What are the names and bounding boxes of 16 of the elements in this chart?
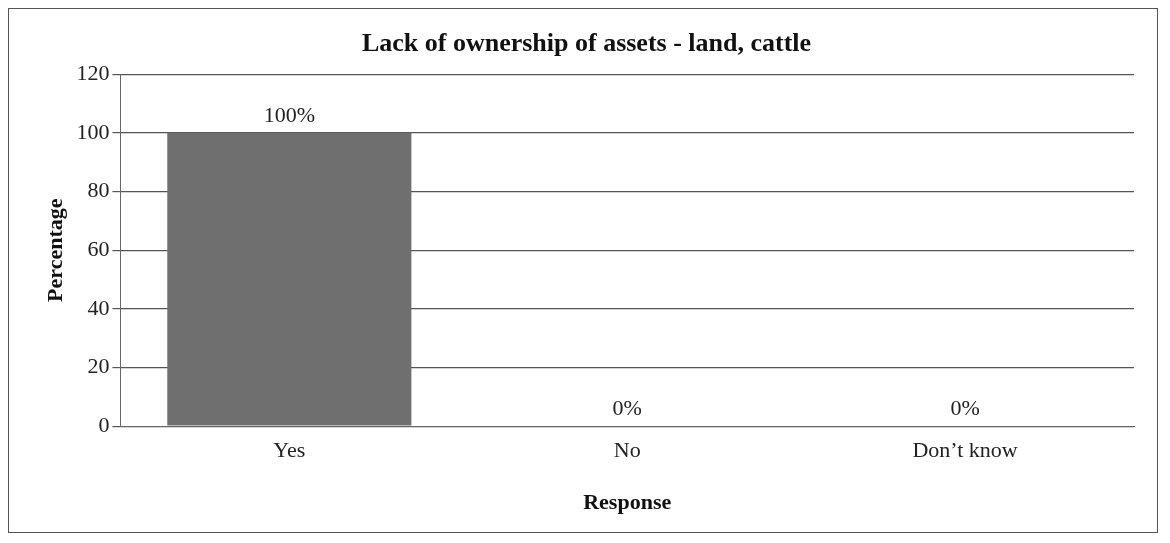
y-tick-label: 120 — [76, 59, 110, 85]
x-tick-label: Yes — [273, 437, 306, 463]
x-axis-title: Response — [583, 489, 672, 515]
x-tick-label: No — [613, 437, 641, 463]
y-tick-label: 20 — [87, 353, 110, 379]
data-label: 100% — [263, 101, 315, 127]
y-tick-label: 60 — [87, 235, 110, 261]
data-label: 0% — [612, 394, 642, 420]
data-label: 0% — [950, 394, 980, 420]
y-tick-label: 0 — [98, 411, 110, 437]
y-tick-label: 100 — [76, 118, 110, 144]
y-axis-title: Percentage — [41, 198, 67, 302]
y-tick-label: 80 — [87, 177, 110, 203]
y-tick-label: 40 — [87, 294, 110, 320]
chart-title: Lack of ownership of assets - land, cattle — [361, 28, 812, 58]
x-tick-label: Don’t know — [912, 437, 1018, 463]
